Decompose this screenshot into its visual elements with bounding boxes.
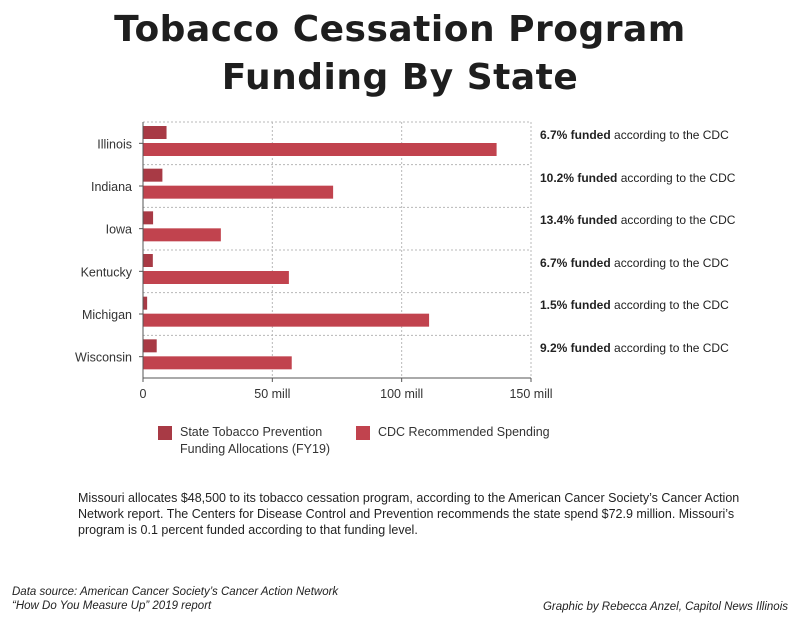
bar-recommended-illinois xyxy=(143,143,497,156)
legend-swatch-recommended xyxy=(356,426,370,440)
bar-allocation-illinois xyxy=(143,126,167,139)
x-tick-label-1: 50 mill xyxy=(254,387,290,401)
bar-recommended-iowa xyxy=(143,228,221,242)
bar-allocation-wisconsin xyxy=(143,339,157,353)
chart-title-line-1: Tobacco Cessation Program xyxy=(114,9,686,50)
graphic-credit: Graphic by Rebecca Anzel, Capitol News I… xyxy=(542,601,788,613)
annotation-iowa: 13.4% funded according to the CDC xyxy=(540,213,736,227)
annotation-michigan: 1.5% funded according to the CDC xyxy=(540,298,729,312)
bar-recommended-wisconsin xyxy=(143,356,292,370)
category-label-illinois: Illinois xyxy=(97,137,132,151)
bar-recommended-michigan xyxy=(143,313,430,327)
category-label-kentucky: Kentucky xyxy=(81,265,133,279)
category-label-wisconsin: Wisconsin xyxy=(75,351,132,365)
annotation-indiana: 10.2% funded according to the CDC xyxy=(540,170,736,185)
bar-recommended-kentucky xyxy=(143,271,289,284)
chart-title: Tobacco Cessation Program Funding By Sta… xyxy=(0,6,800,102)
annotation-wisconsin: 9.2% funded according to the CDC xyxy=(540,340,729,355)
bar-chart: Illinois Indiana Iowa Kentucky Michigan Wisco… xyxy=(75,121,553,401)
category-label-iowa: Iowa xyxy=(106,223,132,237)
x-tick-label-2: 100 mill xyxy=(380,387,423,401)
x-tick-label-0: 0 xyxy=(140,387,147,401)
x-tick-label-3: 150 mill xyxy=(509,387,552,401)
legend-label-recommended: CDC Recommended Spending xyxy=(378,425,550,439)
bar-allocation-kentucky xyxy=(143,254,153,267)
bar-allocation-michigan xyxy=(143,296,148,310)
missouri-note: Missouri allocates $48,500 to its tobacc… xyxy=(78,491,740,537)
annotation-kentucky: 6.7% funded according to the CDC xyxy=(540,255,729,270)
bar-recommended-indiana xyxy=(143,185,334,199)
annotation-illinois: 6.7% funded according to the CDC xyxy=(540,128,729,142)
chart-title-line-2: Funding By State xyxy=(221,57,579,98)
legend-swatch-allocation xyxy=(158,426,172,440)
category-label-indiana: Indiana xyxy=(91,180,132,194)
category-label-michigan: Michigan xyxy=(82,308,132,322)
data-source: Data source: American Cancer Society’s C… xyxy=(12,586,339,612)
bar-allocation-iowa xyxy=(143,211,154,225)
bar-allocation-indiana xyxy=(143,168,163,182)
legend-label-allocation: State Tobacco Prevention Funding Allocat… xyxy=(180,425,331,456)
